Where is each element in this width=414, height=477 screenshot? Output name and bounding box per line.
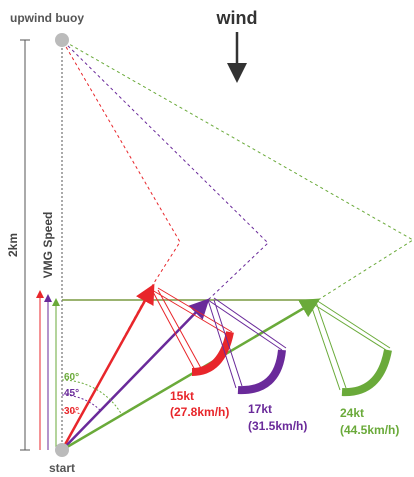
purple-course	[62, 302, 206, 450]
start-point	[55, 443, 69, 457]
angle-label: 60°	[64, 372, 79, 383]
speed-kmh: (31.5km/h)	[248, 419, 307, 433]
axis-label: VMG Speed	[41, 212, 55, 279]
wind-label: wind	[216, 8, 258, 28]
purple-kite	[238, 350, 282, 390]
speed-label: 17kt	[248, 402, 272, 416]
angle-label: 45°	[64, 388, 79, 399]
buoy-label: upwind buoy	[10, 11, 84, 25]
start-label: start	[49, 461, 75, 475]
speed-label: 15kt	[170, 389, 194, 403]
speed-label: 24kt	[340, 406, 364, 420]
speed-kmh: (44.5km/h)	[340, 423, 399, 437]
sailing-diagram: upwind buoy wind 2km VMG Speed start 60°…	[0, 0, 414, 477]
angle-label: 30°	[64, 406, 79, 417]
green-path	[62, 40, 413, 300]
speed-kmh: (27.8km/h)	[170, 405, 229, 419]
green-kite	[342, 350, 388, 392]
distance-label: 2km	[6, 233, 20, 257]
red-course	[62, 288, 152, 450]
buoy	[55, 33, 69, 47]
